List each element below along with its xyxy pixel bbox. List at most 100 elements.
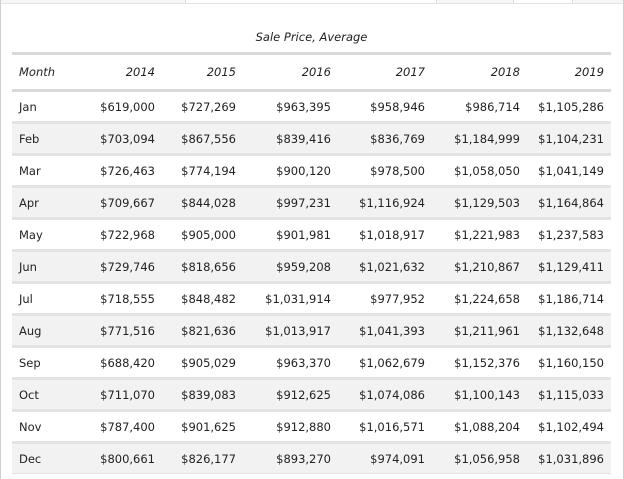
price-cell: $727,269 [162, 90, 243, 124]
price-cell: $709,667 [82, 186, 162, 220]
price-cell: $997,231 [243, 186, 338, 220]
month-cell: Nov [12, 410, 82, 444]
price-cell: $905,000 [162, 218, 243, 252]
column-header-year[interactable]: 2017 [338, 55, 432, 92]
price-cell: $1,018,917 [338, 218, 432, 252]
price-cell: $977,952 [338, 282, 432, 316]
price-cell: $711,070 [82, 378, 162, 412]
price-cell: $718,555 [82, 282, 162, 316]
price-cell: $1,031,914 [243, 282, 338, 316]
month-cell: Dec [12, 442, 82, 474]
price-cell: $826,177 [162, 442, 243, 474]
price-cell: $787,400 [82, 410, 162, 444]
price-cell: $986,714 [432, 90, 527, 124]
price-cell: $726,463 [82, 154, 162, 188]
month-cell: Jan [12, 90, 82, 124]
month-cell: Apr [12, 186, 82, 220]
price-cell: $1,016,571 [338, 410, 432, 444]
price-cell: $901,981 [243, 218, 338, 252]
table-row: Aug $771,516 $821,636 $1,013,917 $1,041,393 $… [12, 314, 611, 348]
table-row: May $722,968 $905,000 $901,981 $1,018,917 $1,… [12, 218, 611, 252]
price-cell: $703,094 [82, 122, 162, 156]
price-cell: $844,028 [162, 186, 243, 220]
table-title: Sale Price, Average [12, 22, 611, 55]
price-cell: $1,100,143 [432, 378, 527, 412]
price-cell: $905,029 [162, 346, 243, 380]
price-cell: $800,661 [82, 442, 162, 474]
price-cell: $963,395 [243, 90, 338, 124]
column-header-year[interactable]: 2018 [432, 55, 527, 92]
price-cell: $1,129,411 [527, 250, 611, 284]
price-cell: $1,224,658 [432, 282, 527, 316]
price-cell: $1,031,896 [527, 442, 611, 474]
price-cell: $867,556 [162, 122, 243, 156]
column-header-year[interactable]: 2019 [527, 55, 611, 92]
price-cell: $848,482 [162, 282, 243, 316]
price-cell: $839,416 [243, 122, 338, 156]
table-row: Nov $787,400 $901,625 $912,880 $1,016,571 $1,… [12, 410, 611, 444]
table-row: Jun $729,746 $818,656 $959,208 $1,021,632 $1,… [12, 250, 611, 284]
price-cell: $1,184,999 [432, 122, 527, 156]
tab-stub[interactable] [513, 0, 573, 3]
price-cell: $974,091 [338, 442, 432, 474]
price-cell: $1,164,864 [527, 186, 611, 220]
price-cell: $1,129,503 [432, 186, 527, 220]
table-row: Mar $726,463 $774,194 $900,120 $978,500 $1,05… [12, 154, 611, 188]
column-header-month[interactable]: Month [12, 55, 82, 92]
price-cell: $1,062,679 [338, 346, 432, 380]
header-row: Month 2014 2015 2016 2017 2018 2019 [12, 55, 611, 92]
price-cell: $818,656 [162, 250, 243, 284]
price-cell: $959,208 [243, 250, 338, 284]
price-cell: $963,370 [243, 346, 338, 380]
price-cell: $1,041,149 [527, 154, 611, 188]
price-cell: $836,769 [338, 122, 432, 156]
table-row: Jul $718,555 $848,482 $1,031,914 $977,952 $1,… [12, 282, 611, 316]
price-cell: $821,636 [162, 314, 243, 348]
month-cell: Oct [12, 378, 82, 412]
price-cell: $839,083 [162, 378, 243, 412]
price-cell: $1,088,204 [432, 410, 527, 444]
table-row: Apr $709,667 $844,028 $997,231 $1,116,924 $1,… [12, 186, 611, 220]
month-cell: Jul [12, 282, 82, 316]
price-cell: $1,058,050 [432, 154, 527, 188]
price-cell: $1,160,150 [527, 346, 611, 380]
price-cell: $978,500 [338, 154, 432, 188]
table-row: Jan $619,000 $727,269 $963,395 $958,946 $986,… [12, 90, 611, 124]
price-cell: $1,152,376 [432, 346, 527, 380]
price-cell: $1,102,494 [527, 410, 611, 444]
price-cell: $1,041,393 [338, 314, 432, 348]
price-cell: $900,120 [243, 154, 338, 188]
price-cell: $893,270 [243, 442, 338, 474]
sale-price-table: Month 2014 2015 2016 2017 2018 2019 Jan $… [12, 55, 611, 474]
price-cell: $722,968 [82, 218, 162, 252]
month-cell: Aug [12, 314, 82, 348]
month-cell: May [12, 218, 82, 252]
table-row: Oct $711,070 $839,083 $912,625 $1,074,086 $1,… [12, 378, 611, 412]
price-cell: $729,746 [82, 250, 162, 284]
price-cell: $1,116,924 [338, 186, 432, 220]
month-cell: Feb [12, 122, 82, 156]
price-cell: $1,104,231 [527, 122, 611, 156]
price-cell: $912,880 [243, 410, 338, 444]
column-header-year[interactable]: 2016 [243, 55, 338, 92]
table-row: Sep $688,420 $905,029 $963,370 $1,062,679 $1,… [12, 346, 611, 380]
sale-price-table-card: Sale Price, Average Month 2014 2015 2016… [12, 22, 611, 474]
column-header-year[interactable]: 2014 [82, 55, 162, 92]
price-cell: $1,221,983 [432, 218, 527, 252]
price-cell: $1,210,867 [432, 250, 527, 284]
price-cell: $1,074,086 [338, 378, 432, 412]
price-cell: $1,115,033 [527, 378, 611, 412]
price-cell: $1,132,648 [527, 314, 611, 348]
table-row: Feb $703,094 $867,556 $839,416 $836,769 $1,18… [12, 122, 611, 156]
price-cell: $1,237,583 [527, 218, 611, 252]
price-cell: $1,056,958 [432, 442, 527, 474]
price-cell: $688,420 [82, 346, 162, 380]
price-cell: $912,625 [243, 378, 338, 412]
price-cell: $1,021,632 [338, 250, 432, 284]
column-header-year[interactable]: 2015 [162, 55, 243, 92]
table-row: Dec $800,661 $826,177 $893,270 $974,091 $1,05… [12, 442, 611, 474]
price-cell: $958,946 [338, 90, 432, 124]
tab-stub[interactable] [185, 0, 437, 3]
price-cell: $774,194 [162, 154, 243, 188]
